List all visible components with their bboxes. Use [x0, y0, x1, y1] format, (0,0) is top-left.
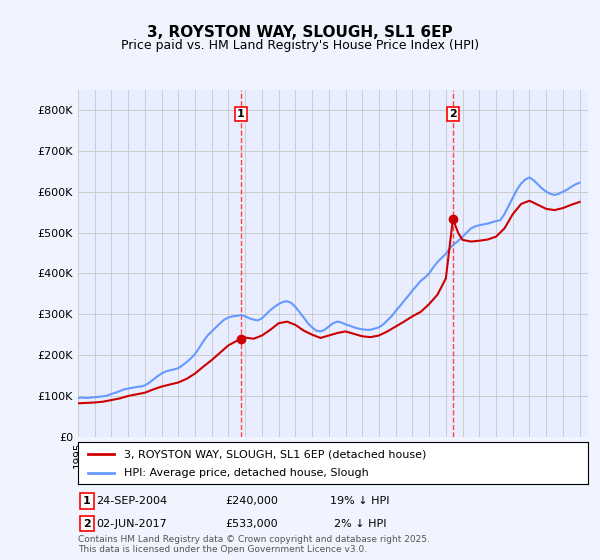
Text: 24-SEP-2004: 24-SEP-2004	[97, 496, 167, 506]
Text: 02-JUN-2017: 02-JUN-2017	[97, 519, 167, 529]
Text: 2% ↓ HPI: 2% ↓ HPI	[334, 519, 386, 529]
Text: 2: 2	[449, 109, 457, 119]
Text: 2: 2	[83, 519, 91, 529]
Text: £533,000: £533,000	[226, 519, 278, 529]
Text: Contains HM Land Registry data © Crown copyright and database right 2025.
This d: Contains HM Land Registry data © Crown c…	[78, 535, 430, 554]
Text: 1: 1	[83, 496, 91, 506]
Text: 1: 1	[237, 109, 245, 119]
Text: £240,000: £240,000	[226, 496, 278, 506]
Text: 3, ROYSTON WAY, SLOUGH, SL1 6EP (detached house): 3, ROYSTON WAY, SLOUGH, SL1 6EP (detache…	[124, 449, 426, 459]
Text: Price paid vs. HM Land Registry's House Price Index (HPI): Price paid vs. HM Land Registry's House …	[121, 39, 479, 52]
Text: HPI: Average price, detached house, Slough: HPI: Average price, detached house, Slou…	[124, 468, 368, 478]
Text: 3, ROYSTON WAY, SLOUGH, SL1 6EP: 3, ROYSTON WAY, SLOUGH, SL1 6EP	[147, 25, 453, 40]
Text: 19% ↓ HPI: 19% ↓ HPI	[330, 496, 390, 506]
